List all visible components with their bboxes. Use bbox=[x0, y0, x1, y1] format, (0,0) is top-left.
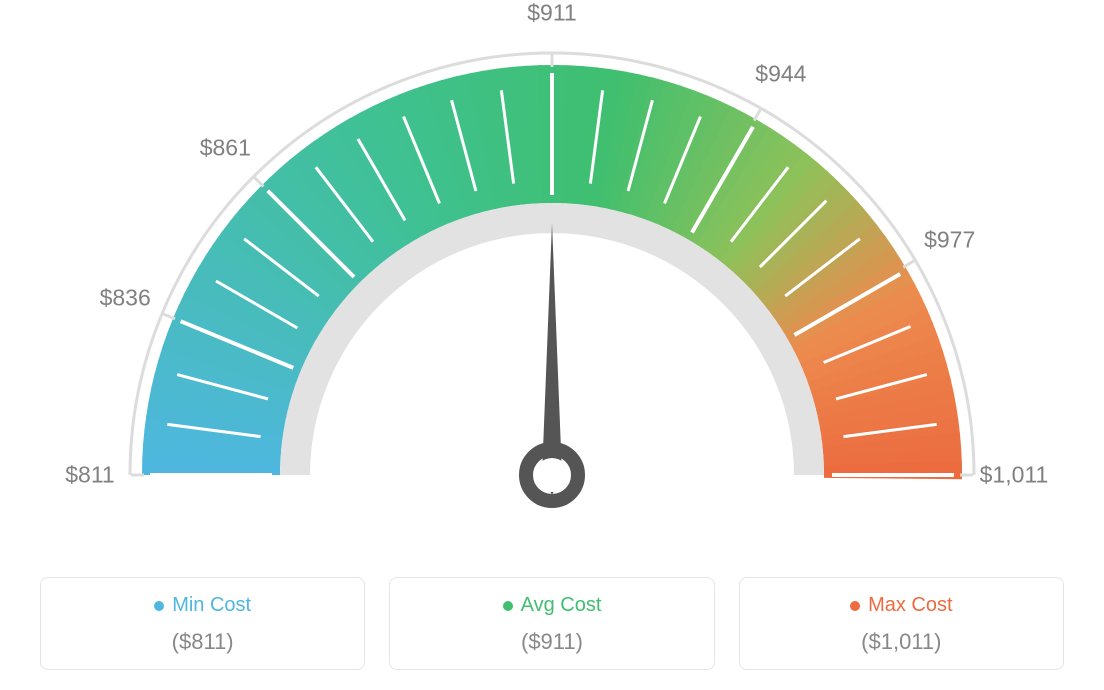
avg-dot bbox=[503, 601, 513, 611]
legend-min-value: ($811) bbox=[51, 629, 354, 655]
tick-label: $811 bbox=[65, 462, 114, 489]
legend-avg-value: ($911) bbox=[400, 629, 703, 655]
tick-label: $1,011 bbox=[980, 462, 1049, 489]
cost-gauge-widget: $811 $836 $861 $911 $944 $977 $1,011 Min Cost … bbox=[0, 0, 1104, 690]
legend-max-label: Max Cost bbox=[868, 594, 952, 617]
tick-label: $911 bbox=[527, 0, 576, 27]
max-dot bbox=[850, 601, 860, 611]
tick-label: $861 bbox=[200, 135, 251, 162]
legend-avg-label: Avg Cost bbox=[521, 594, 602, 617]
gauge-chart: $811 $836 $861 $911 $944 $977 $1,011 bbox=[0, 0, 1104, 560]
legend-row: Min Cost ($811) Avg Cost ($911) Max Cost… bbox=[0, 577, 1104, 670]
min-dot bbox=[154, 601, 164, 611]
tick-label: $977 bbox=[924, 226, 975, 253]
legend-avg-card: Avg Cost ($911) bbox=[389, 577, 714, 670]
tick-label: $836 bbox=[100, 285, 151, 312]
legend-max-card: Max Cost ($1,011) bbox=[739, 577, 1064, 670]
tick-label: $944 bbox=[755, 60, 806, 87]
legend-min-card: Min Cost ($811) bbox=[40, 577, 365, 670]
legend-min-label: Min Cost bbox=[172, 594, 251, 617]
legend-max-value: ($1,011) bbox=[750, 629, 1053, 655]
